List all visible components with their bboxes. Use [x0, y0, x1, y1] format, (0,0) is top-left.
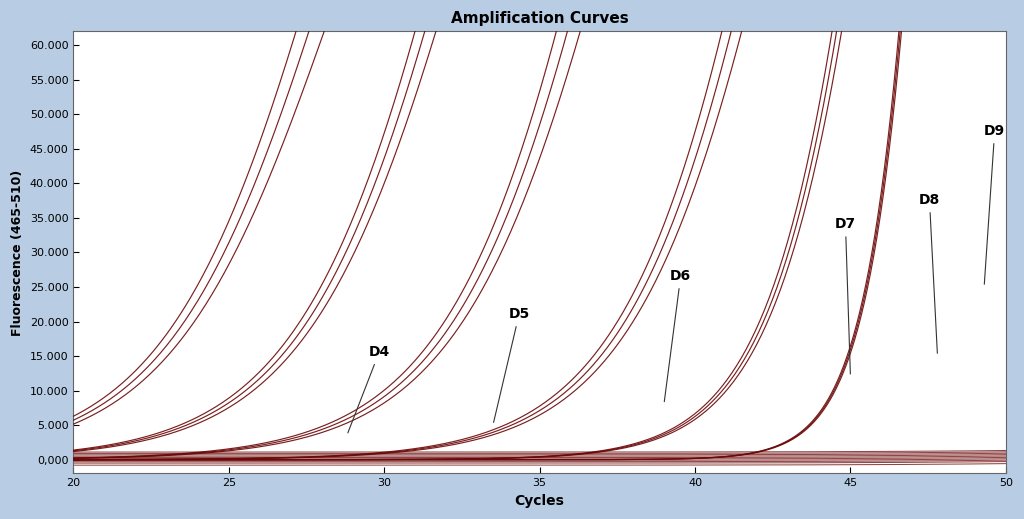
Text: D8: D8 [919, 193, 940, 353]
Y-axis label: Fluorescence (465-510): Fluorescence (465-510) [11, 169, 25, 336]
Text: D6: D6 [665, 269, 691, 402]
Text: D4: D4 [348, 345, 390, 433]
X-axis label: Cycles: Cycles [515, 494, 564, 508]
Text: D5: D5 [494, 307, 529, 422]
Title: Amplification Curves: Amplification Curves [451, 11, 629, 26]
Text: D9: D9 [984, 124, 1006, 284]
Text: D7: D7 [835, 217, 856, 374]
